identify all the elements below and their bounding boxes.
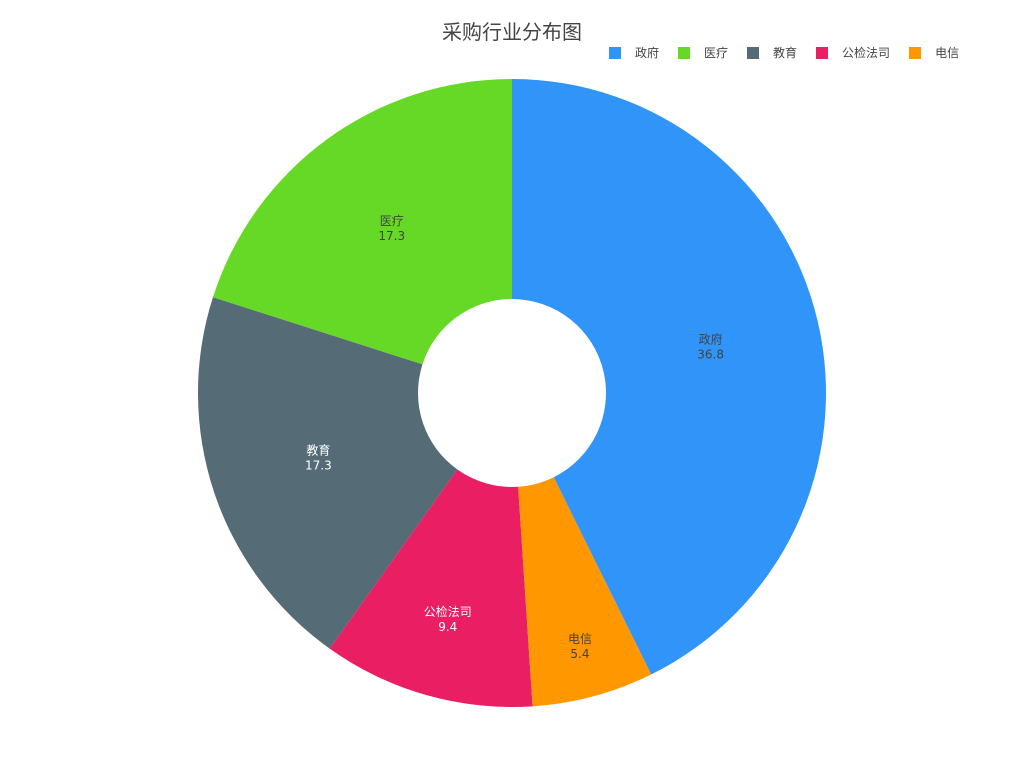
slice-label-government: 政府 36.8 (697, 332, 724, 362)
legend-label-government: 政府 (635, 46, 660, 60)
slice-label-value: 17.3 (305, 458, 332, 472)
legend-item-education[interactable]: 教育 (747, 46, 797, 60)
slice-label-telecom: 电信 5.4 (568, 632, 592, 661)
legend-swatch-medical (678, 47, 691, 59)
legend-item-government[interactable]: 政府 (609, 46, 659, 60)
donut-slice-public-security-judicial[interactable] (329, 469, 533, 708)
legend-swatch-government (609, 47, 621, 59)
slice-label-value: 17.3 (378, 229, 405, 243)
slice-label-value: 5.4 (570, 647, 589, 661)
legend-swatch-telecom (909, 47, 922, 59)
slice-label-name: 公检法司 (424, 604, 472, 619)
slice-label-medical: 医疗 17.3 (378, 214, 405, 243)
legend-label-telecom: 电信 (935, 46, 960, 60)
donut-slice-government[interactable] (512, 79, 827, 675)
legend-item-public-security-judicial[interactable]: 公检法司 (816, 46, 890, 60)
slice-label-name: 教育 (306, 442, 330, 457)
legend-swatch-public-security-judicial (816, 47, 829, 59)
donut-slice-telecom[interactable] (518, 477, 652, 707)
legend-label-education: 教育 (773, 46, 798, 60)
legend-label-public-security-judicial: 公检法司 (842, 46, 891, 60)
donut-slice-medical[interactable] (212, 79, 512, 365)
slice-label-name: 政府 (699, 332, 723, 347)
legend-swatch-education (747, 47, 760, 59)
donut-slice-education[interactable] (198, 297, 458, 649)
legend-label-medical: 医疗 (704, 46, 729, 60)
slice-label-public-security-judicial: 公检法司 9.4 (424, 604, 472, 634)
chart-title: 采购行业分布图 (442, 20, 582, 44)
donut-slices (198, 79, 827, 708)
slice-label-name: 电信 (568, 632, 592, 646)
legend-item-medical[interactable]: 医疗 (678, 46, 728, 60)
legend: 政府 医疗 教育 公检法司 电信 (609, 46, 959, 60)
slice-label-value: 9.4 (438, 620, 457, 634)
legend-item-telecom[interactable]: 电信 (909, 46, 959, 60)
slice-label-value: 36.8 (697, 348, 724, 362)
slice-label-education: 教育 17.3 (305, 442, 332, 472)
slice-label-name: 医疗 (380, 214, 404, 228)
